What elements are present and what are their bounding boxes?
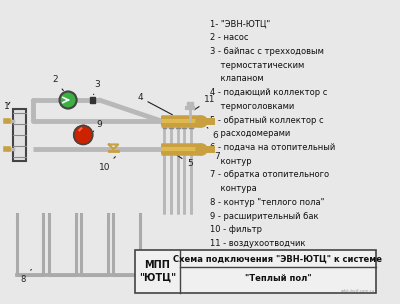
Text: контур: контур xyxy=(210,157,252,166)
Text: 4: 4 xyxy=(137,93,172,115)
Text: 3 - байпас с трехходовым: 3 - байпас с трехходовым xyxy=(210,47,324,56)
Text: 2 - насос: 2 - насос xyxy=(210,33,248,42)
Text: adst-bvtf.com.ru: adst-bvtf.com.ru xyxy=(341,289,375,293)
Text: "Теплый пол": "Теплый пол" xyxy=(245,274,311,283)
Text: 7 - обратка отопительного: 7 - обратка отопительного xyxy=(210,171,329,179)
Text: 1- "ЭВН-ЮТЦ": 1- "ЭВН-ЮТЦ" xyxy=(210,20,270,29)
Text: термостатическим: термостатическим xyxy=(210,61,304,70)
Text: 9: 9 xyxy=(93,120,102,132)
Text: клапаном: клапаном xyxy=(210,74,264,84)
Text: Схема подключения "ЭВН-ЮТЦ" к системе: Схема подключения "ЭВН-ЮТЦ" к системе xyxy=(174,254,382,263)
Circle shape xyxy=(60,92,76,109)
Text: 2: 2 xyxy=(52,75,63,91)
Bar xyxy=(135,250,376,293)
Text: 8 - контур "теплого пола": 8 - контур "теплого пола" xyxy=(210,198,324,207)
Text: расходомерами: расходомерами xyxy=(210,129,290,138)
Text: 6: 6 xyxy=(207,127,218,140)
Text: МПП
"ЮТЦ": МПП "ЮТЦ" xyxy=(139,261,176,283)
Text: 11: 11 xyxy=(194,95,216,110)
Bar xyxy=(90,97,96,103)
Bar xyxy=(13,109,26,161)
Text: 8: 8 xyxy=(21,269,31,284)
Text: контура: контура xyxy=(210,184,257,193)
Text: 11 - воздухоотводчик: 11 - воздухоотводчик xyxy=(210,239,305,248)
Text: 1: 1 xyxy=(4,102,10,112)
Text: 3: 3 xyxy=(94,80,100,95)
Text: 6 - подача на отопительный: 6 - подача на отопительный xyxy=(210,143,335,152)
Text: 5: 5 xyxy=(177,155,193,168)
Text: 10: 10 xyxy=(99,157,115,172)
Text: 4 - подающий коллектор с: 4 - подающий коллектор с xyxy=(210,88,327,97)
Text: 5 - обратный коллектор с: 5 - обратный коллектор с xyxy=(210,116,324,125)
Circle shape xyxy=(74,126,93,144)
Text: 10 - фильтр: 10 - фильтр xyxy=(210,225,262,234)
Text: 7: 7 xyxy=(207,148,220,161)
Text: термоголовками: термоголовками xyxy=(210,102,294,111)
Text: 9 - расширительный бак: 9 - расширительный бак xyxy=(210,212,318,221)
